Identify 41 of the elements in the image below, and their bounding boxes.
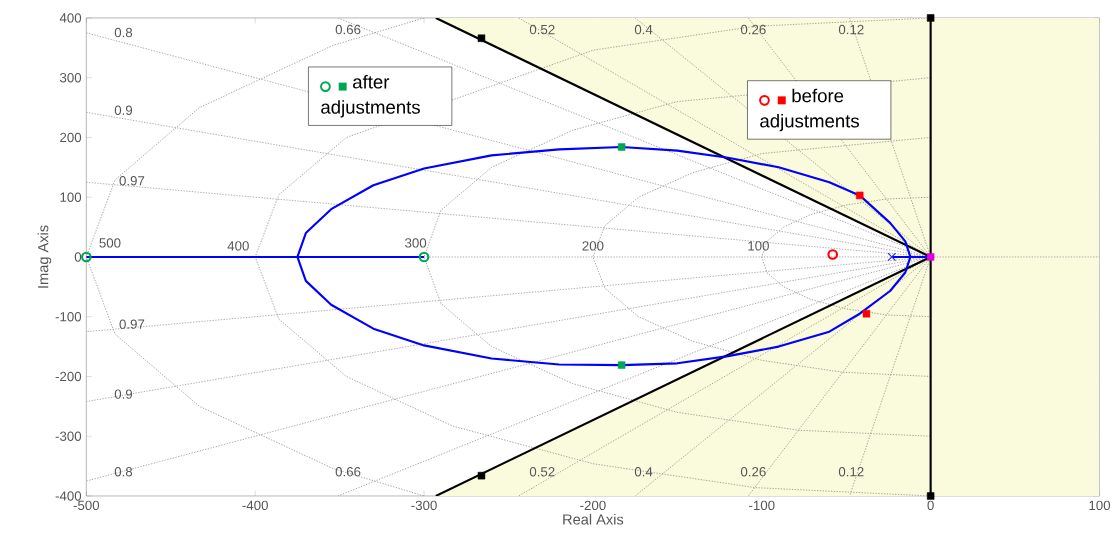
y-tick-label: 400 <box>59 13 82 23</box>
y-tick-label: 100 <box>60 192 82 202</box>
annotation: 0.52 <box>529 24 555 35</box>
x-tick-label: -300 <box>411 500 437 510</box>
annotation: 0.12 <box>838 24 864 35</box>
annotation: 400 <box>227 241 249 251</box>
annotation: 0.97 <box>119 175 145 186</box>
y-tick-label: 300 <box>59 72 82 83</box>
legend-label: after adjustments <box>321 74 420 118</box>
annotation: 0.4 <box>634 24 653 35</box>
annotation: 0.26 <box>740 467 766 477</box>
legend-label: before adjustments <box>760 88 859 132</box>
annotation: 0.9 <box>114 105 133 115</box>
y-tick-label: 200 <box>60 132 82 143</box>
x-tick-label: 0 <box>927 500 934 510</box>
y-tick-label: -100 <box>55 311 82 322</box>
y-axis-title: Imag Axis <box>37 225 52 288</box>
annotation: 0.52 <box>529 467 555 477</box>
annotation: 0.66 <box>335 24 361 35</box>
y-tick-label: -300 <box>55 431 82 441</box>
x-tick-label: 100 <box>1089 500 1111 510</box>
annotation: 500 <box>99 238 121 248</box>
x-tick-label: -100 <box>749 500 775 510</box>
x-axis-title: Real Axis <box>563 513 624 525</box>
y-tick-label: 0 <box>74 252 82 262</box>
x-tick-label: -500 <box>73 500 100 510</box>
annotation: 0.8 <box>114 467 133 477</box>
x-tick-label: -200 <box>580 500 606 510</box>
annotation: 0.8 <box>114 27 133 38</box>
y-tick-label: -400 <box>55 491 82 501</box>
annotation: 0.9 <box>114 389 133 399</box>
annotation: 100 <box>748 241 769 251</box>
annotation: 0.97 <box>119 319 145 329</box>
annotation: 0.26 <box>740 24 766 35</box>
annotation: 0.12 <box>838 467 864 477</box>
annotation: 200 <box>582 241 604 251</box>
annotation: 300 <box>405 238 427 248</box>
y-tick-label: -200 <box>55 371 82 382</box>
annotation: 0.4 <box>634 467 653 477</box>
x-tick-label: -400 <box>242 500 268 510</box>
annotation: 0.66 <box>335 467 361 477</box>
